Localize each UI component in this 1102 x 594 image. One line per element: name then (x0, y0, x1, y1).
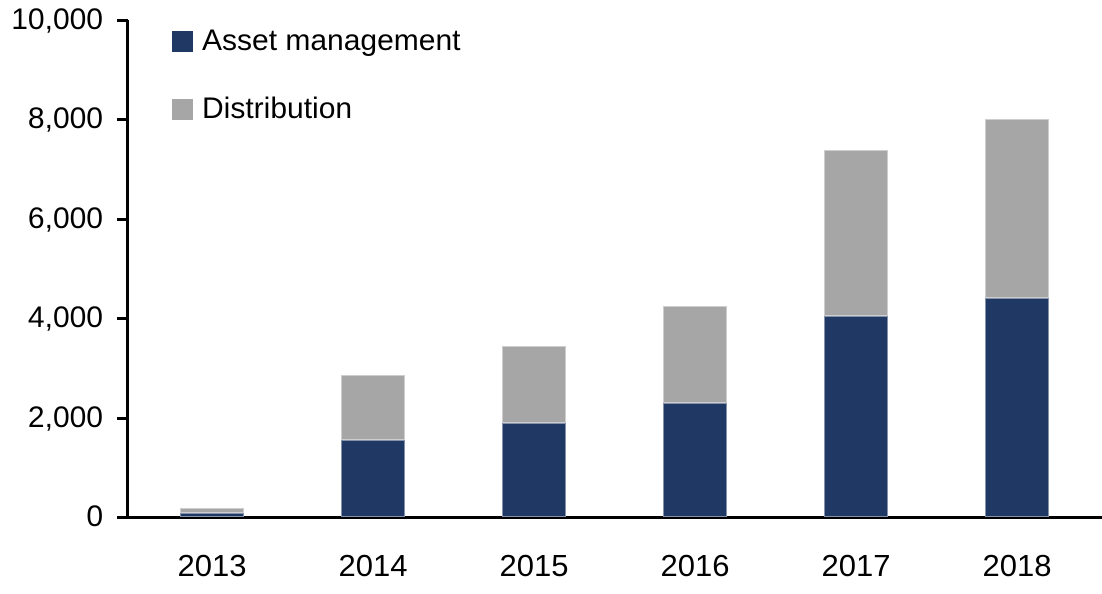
y-tick-label: 6,000 (27, 201, 103, 235)
bar-2015-distribution (502, 346, 566, 423)
distribution-swatch-icon (172, 98, 193, 120)
y-axis-tick (117, 317, 128, 321)
legend: Asset management Distribution (172, 24, 461, 165)
bar-2013-distribution (180, 508, 244, 513)
asset-management-swatch-icon (172, 30, 193, 52)
x-axis-label-2013: 2013 (177, 548, 247, 583)
y-tick-label: 2,000 (27, 400, 103, 434)
y-axis-tick (117, 416, 128, 420)
bar-2018-distribution (985, 119, 1049, 298)
x-axis-label-2018: 2018 (982, 548, 1052, 583)
y-axis-tick (117, 118, 128, 122)
bar-2016-distribution (663, 306, 727, 403)
y-tick-label: 8,000 (27, 102, 103, 136)
bar-2017-distribution (824, 150, 888, 316)
legend-item-asset-management: Asset management (172, 24, 461, 57)
x-axis-line (117, 516, 1102, 519)
legend-label-distribution: Distribution (202, 92, 353, 125)
y-tick-label: 10,000 (11, 3, 103, 36)
bar-2014-distribution (341, 375, 405, 440)
x-axis-label-2017: 2017 (821, 548, 891, 583)
y-axis-line (126, 20, 129, 517)
bar-2013-asset-management (180, 513, 244, 517)
bar-2017-asset-management (824, 316, 888, 517)
x-axis-label-2015: 2015 (499, 548, 569, 583)
y-axis-tick (117, 217, 128, 221)
bar-2018-asset-management (985, 298, 1049, 517)
bar-2016-asset-management (663, 403, 727, 517)
y-axis-tick (117, 19, 128, 22)
legend-item-distribution: Distribution (172, 92, 460, 125)
x-axis-label-2014: 2014 (338, 548, 408, 583)
bar-2014-asset-management (341, 440, 405, 517)
y-tick-label: 4,000 (27, 301, 103, 335)
bar-2015-asset-management (502, 423, 566, 517)
legend-label-asset-management: Asset management (202, 24, 461, 57)
y-tick-label: 0 (86, 500, 103, 533)
x-axis-label-2016: 2016 (660, 548, 730, 583)
